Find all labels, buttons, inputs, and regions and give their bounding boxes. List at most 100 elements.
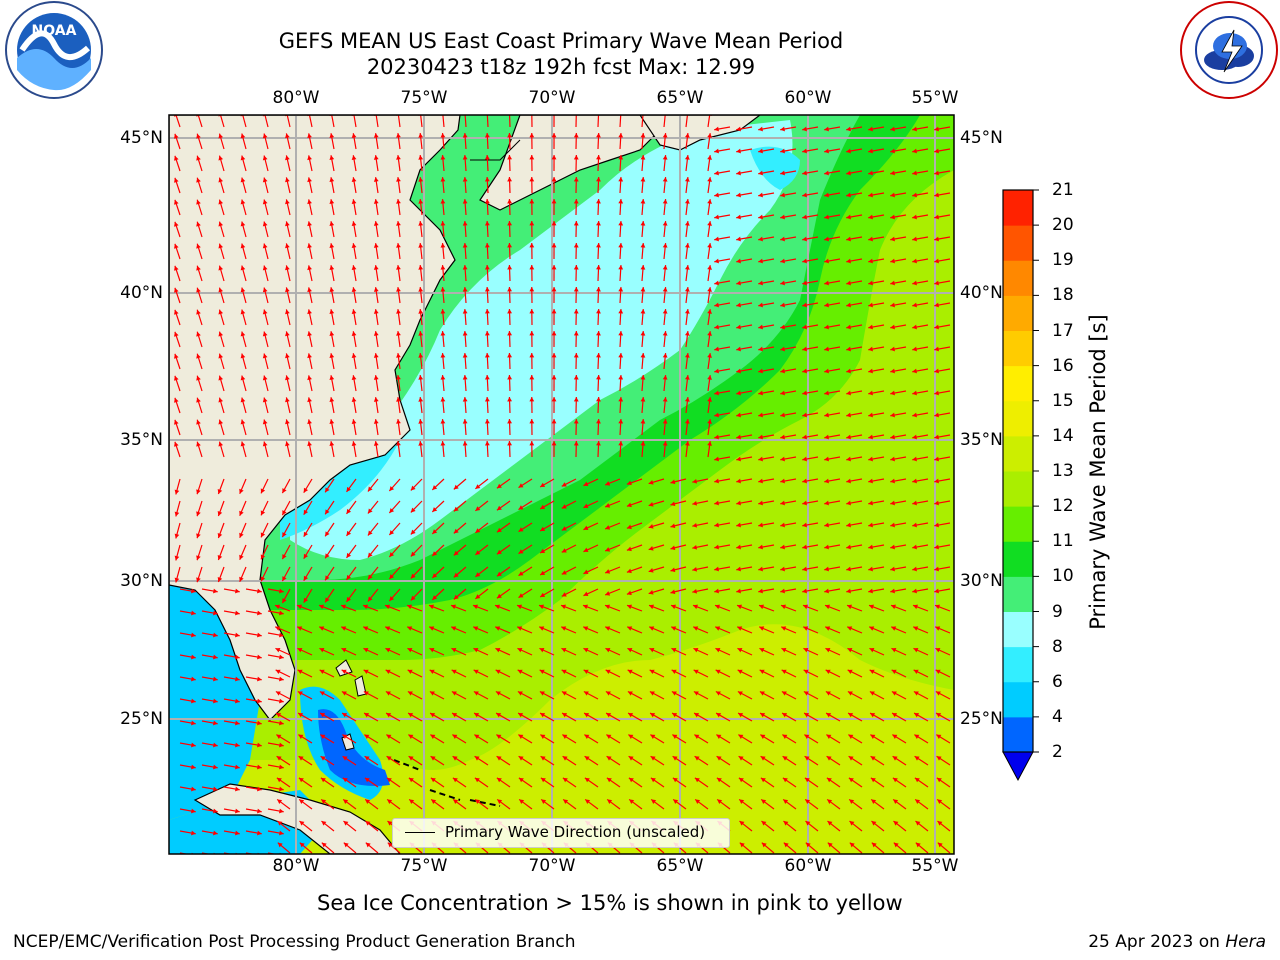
wave-direction-arrow	[240, 375, 247, 392]
wave-direction-arrow	[802, 456, 819, 462]
wave-direction-arrow	[780, 434, 797, 440]
wave-direction-arrow	[239, 522, 247, 538]
wave-direction-arrow	[410, 566, 423, 579]
wave-direction-arrow	[693, 669, 709, 678]
wave-direction-arrow	[693, 690, 709, 700]
wave-direction-arrow	[618, 132, 624, 150]
wave-direction-arrow	[802, 148, 819, 154]
lat-label-right: 45°N	[960, 128, 1003, 148]
wave-direction-arrow	[363, 690, 379, 700]
wave-direction-arrow	[367, 522, 379, 536]
wave-direction-arrow	[201, 830, 218, 836]
wave-direction-arrow	[662, 419, 668, 436]
wave-direction-arrow	[662, 353, 668, 370]
wave-direction-arrow	[179, 632, 196, 638]
wave-direction-arrow	[650, 755, 665, 766]
wave-direction-arrow	[562, 798, 577, 810]
wave-direction-arrow	[472, 604, 489, 612]
wave-direction-arrow	[179, 676, 196, 682]
wave-direction-arrow	[736, 192, 753, 198]
wave-direction-arrow	[174, 199, 181, 216]
wave-direction-arrow	[848, 755, 863, 766]
wave-direction-arrow	[303, 478, 313, 494]
wave-direction-arrow	[551, 418, 557, 436]
wave-direction-arrow	[260, 478, 269, 494]
wave-direction-arrow	[618, 220, 624, 238]
wave-direction-arrow	[934, 280, 951, 286]
wave-direction-arrow	[671, 626, 687, 634]
wave-direction-arrow	[870, 798, 885, 810]
wave-direction-arrow	[562, 777, 577, 788]
wave-direction-arrow	[551, 198, 557, 216]
wave-direction-arrow	[737, 690, 753, 700]
wave-direction-arrow	[364, 755, 379, 766]
wave-direction-arrow	[298, 734, 313, 744]
wave-direction-arrow	[364, 777, 379, 788]
wave-direction-arrow	[217, 478, 225, 495]
wave-direction-arrow	[738, 777, 753, 788]
wave-direction-arrow	[596, 440, 601, 458]
wave-direction-arrow	[484, 440, 490, 458]
wave-direction-arrow	[440, 221, 446, 238]
wave-direction-arrow	[551, 220, 557, 238]
wave-direction-arrow	[196, 419, 203, 436]
wave-direction-arrow	[319, 712, 335, 722]
wave-direction-arrow	[649, 647, 665, 656]
wave-direction-arrow	[388, 588, 401, 602]
wave-direction-arrow	[707, 419, 712, 436]
wave-direction-arrow	[223, 698, 240, 704]
wave-direction-arrow	[218, 441, 225, 458]
wave-direction-arrow	[684, 243, 690, 260]
wave-direction-arrow	[804, 798, 819, 810]
wave-direction-arrow	[245, 764, 262, 770]
wave-direction-arrow	[714, 324, 731, 330]
wave-direction-arrow	[373, 419, 379, 436]
wave-direction-arrow	[935, 647, 951, 656]
wave-direction-arrow	[341, 669, 357, 678]
wave-direction-arrow	[529, 198, 535, 216]
wave-direction-arrow	[538, 604, 555, 612]
colorbar-tick-label: 18	[1052, 285, 1074, 306]
wave-direction-arrow	[824, 522, 841, 528]
wave-direction-arrow	[396, 397, 401, 414]
wave-direction-arrow	[626, 566, 643, 574]
wave-direction-arrow	[240, 287, 247, 304]
wave-direction-arrow	[451, 626, 467, 634]
wave-direction-arrow	[431, 588, 445, 601]
wave-direction-arrow	[428, 604, 445, 612]
wave-direction-arrow	[495, 647, 511, 656]
wave-direction-arrow	[693, 647, 709, 656]
wave-direction-arrow	[560, 604, 577, 612]
wave-direction-arrow	[849, 820, 863, 832]
wave-direction-arrow	[462, 330, 468, 348]
wave-direction-arrow	[540, 798, 555, 810]
wave-direction-arrow	[628, 798, 643, 810]
wave-direction-arrow	[714, 566, 731, 572]
wave-direction-arrow	[351, 397, 357, 414]
wave-direction-arrow	[684, 177, 690, 194]
wave-direction-arrow	[396, 287, 401, 304]
wave-direction-arrow	[868, 544, 885, 550]
wave-direction-arrow	[934, 126, 951, 132]
wave-direction-arrow	[396, 309, 401, 326]
wave-direction-arrow	[714, 588, 731, 594]
wave-direction-arrow	[462, 242, 468, 260]
wave-direction-arrow	[684, 353, 690, 370]
wave-direction-arrow	[179, 808, 196, 814]
wave-direction-arrow	[474, 566, 489, 578]
wave-direction-arrow	[418, 265, 424, 282]
wave-direction-arrow	[684, 397, 690, 414]
wave-direction-arrow	[418, 243, 424, 260]
wave-direction-arrow	[892, 755, 907, 766]
wave-direction-arrow	[385, 712, 401, 722]
wave-direction-arrow	[716, 777, 731, 788]
wave-direction-arrow	[429, 626, 445, 634]
wave-direction-arrow	[736, 588, 753, 594]
wave-direction-arrow	[618, 308, 624, 326]
wave-direction-arrow	[285, 155, 291, 172]
wave-direction-arrow	[759, 626, 775, 634]
wave-direction-arrow	[640, 221, 646, 238]
wave-direction-arrow	[267, 764, 284, 770]
wave-direction-arrow	[561, 712, 577, 722]
wave-direction-arrow	[453, 566, 467, 578]
